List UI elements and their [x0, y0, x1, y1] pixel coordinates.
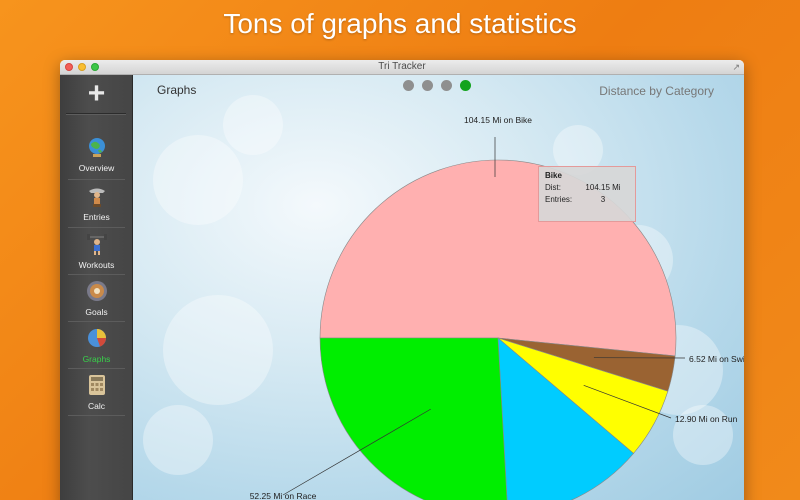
sidebar-divider: [66, 113, 126, 115]
chart-tooltip: Bike Dist: 104.15 Mi Entries: 3: [538, 166, 636, 222]
tooltip-entries-value: 3: [600, 195, 606, 204]
headline: Tons of graphs and statistics: [223, 8, 577, 39]
tooltip-dist-label: Dist:: [545, 183, 561, 192]
app-window: Tri Tracker ↗ + Overview Entries: [60, 60, 744, 500]
pie-leader-line: [583, 385, 672, 419]
page-dot[interactable]: [403, 80, 414, 91]
sidebar: + Overview Entries: [60, 75, 133, 500]
page-dot[interactable]: [441, 80, 452, 91]
title-bar: Tri Tracker ↗: [60, 60, 744, 75]
add-button[interactable]: +: [87, 77, 106, 110]
weightlifter-icon: [87, 234, 107, 255]
sidebar-divider: [68, 368, 125, 369]
pie-chart-icon: [88, 329, 107, 347]
sidebar-item-label: Goals: [85, 307, 108, 317]
sidebar-divider: [68, 415, 125, 416]
sidebar-item-label: Calc: [87, 401, 105, 411]
sidebar-item-overview[interactable]: Overview: [68, 130, 125, 177]
sidebar-item-label: Overview: [78, 163, 115, 173]
tooltip-title: Bike: [545, 171, 562, 180]
pie-slice-other[interactable]: [497, 337, 634, 500]
pie-label-run: 12.90 Mi on Run: [675, 414, 738, 424]
pie-label-race: 52.25 Mi on Race: [250, 491, 317, 500]
fullscreen-icon[interactable]: ↗: [732, 62, 740, 72]
close-window-button[interactable]: [65, 63, 73, 71]
page-indicator: [403, 78, 479, 96]
pie-label-swim: 6.52 Mi on Swim: [689, 354, 744, 364]
sidebar-item-graphs[interactable]: Graphs: [68, 321, 125, 368]
calculator-icon: [89, 375, 105, 395]
minimize-window-button[interactable]: [78, 63, 86, 71]
globe-icon: [89, 138, 105, 157]
sidebar-divider: [68, 179, 125, 180]
runner-icon: [89, 188, 105, 207]
sidebar-item-label: Graphs: [82, 354, 111, 364]
pie-leader-line: [282, 408, 431, 496]
sidebar-item-workouts[interactable]: Workouts: [68, 227, 125, 274]
sidebar-item-goals[interactable]: Goals: [68, 274, 125, 321]
page-dot-active[interactable]: [460, 80, 471, 91]
sidebar-item-label: Entries: [83, 212, 110, 222]
window-title: Tri Tracker: [378, 61, 426, 72]
page-dot[interactable]: [422, 80, 433, 91]
pie-chart[interactable]: 104.15 Mi on Bike 6.52 Mi on Swim 12.90 Mi…: [133, 75, 744, 500]
goal-gear-icon: [87, 281, 107, 301]
sidebar-divider: [68, 321, 125, 322]
page-title: Graphs: [157, 83, 197, 97]
zoom-window-button[interactable]: [91, 63, 99, 71]
chart-title: Distance by Category: [599, 84, 714, 98]
sidebar-divider: [68, 274, 125, 275]
sidebar-item-entries[interactable]: Entries: [68, 179, 125, 226]
sidebar-item-label: Workouts: [78, 260, 115, 270]
tooltip-dist-value: 104.15 Mi: [585, 183, 621, 192]
pie-label-bike: 104.15 Mi on Bike: [464, 115, 532, 125]
tooltip-entries-label: Entries:: [545, 195, 573, 204]
graph-panel: Graphs Distance by Category 104.15 Mi on…: [133, 75, 744, 500]
sidebar-divider: [68, 227, 125, 228]
sidebar-item-calc[interactable]: Calc: [68, 368, 125, 415]
